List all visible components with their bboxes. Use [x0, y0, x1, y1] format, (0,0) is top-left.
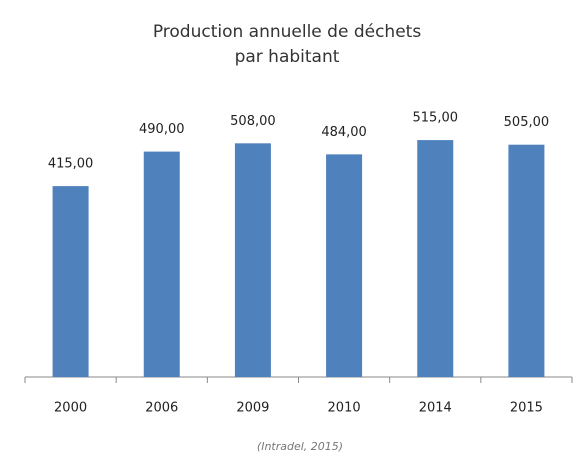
chart-title: Production annuelle de déchets par habit… [152, 22, 422, 67]
data-label: 490,00 [139, 122, 185, 137]
data-label: 415,00 [48, 157, 94, 172]
bar [52, 186, 89, 377]
x-tick-label: 2014 [419, 401, 452, 416]
bar [143, 151, 180, 377]
data-label: 508,00 [230, 114, 276, 129]
bar [234, 143, 271, 377]
x-tick-label: 2009 [236, 401, 269, 416]
x-tick-label: 2006 [145, 401, 178, 416]
bar [508, 144, 545, 377]
x-tick-label: 2000 [54, 401, 87, 416]
x-tick-label: 2015 [510, 401, 543, 416]
bar [417, 140, 454, 377]
source-note: (Intradel, 2015) [257, 440, 343, 453]
bar [326, 154, 363, 377]
data-label: 515,00 [413, 111, 459, 126]
data-label: 505,00 [504, 115, 550, 130]
data-label: 484,00 [321, 125, 367, 140]
x-tick-label: 2010 [328, 401, 361, 416]
